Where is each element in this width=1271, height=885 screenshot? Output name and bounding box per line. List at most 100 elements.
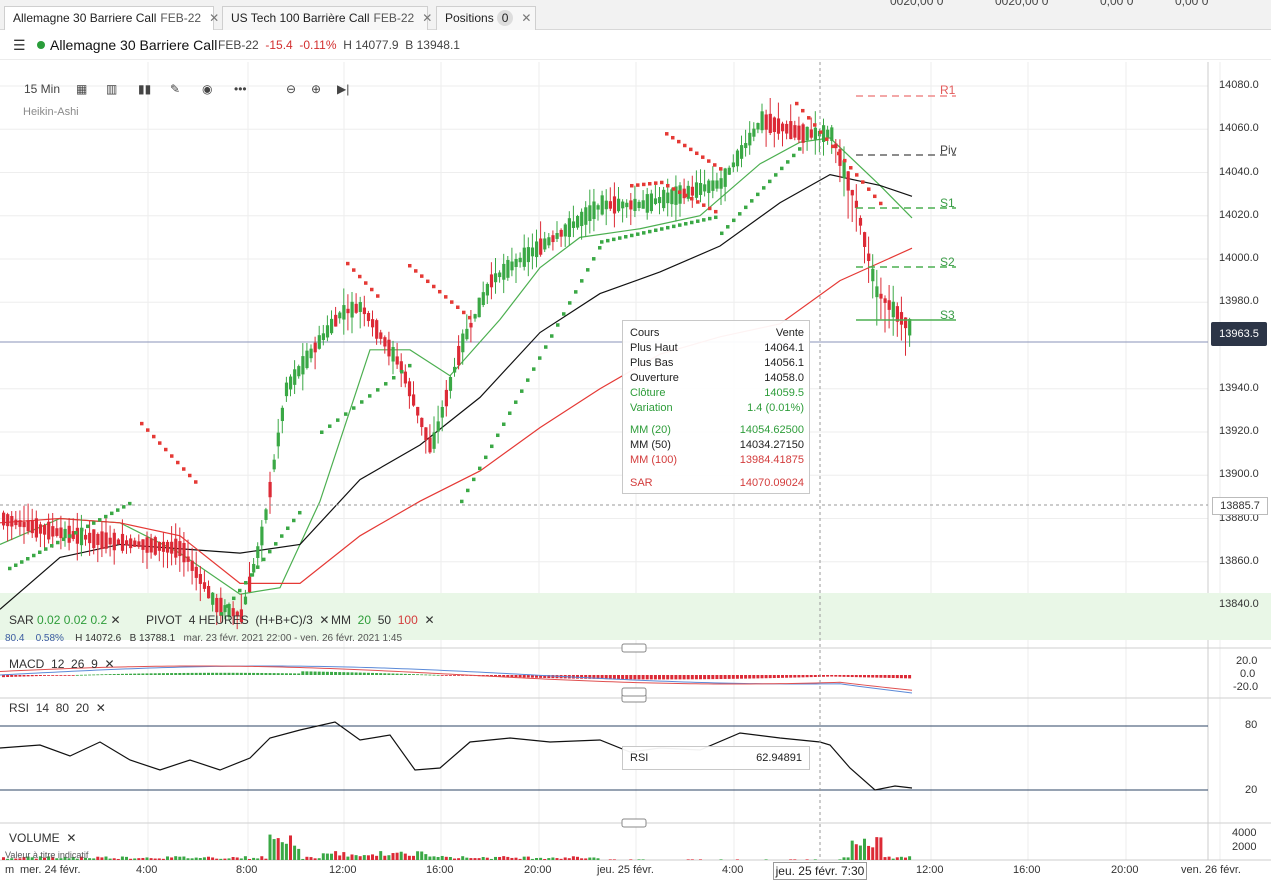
tooltip-value: 14056.1	[764, 357, 804, 369]
macd-histogram-bar	[354, 672, 358, 675]
candle-body	[694, 182, 699, 198]
candle-body	[559, 229, 563, 237]
close-icon[interactable]: ✕	[95, 701, 106, 715]
volume-bar	[506, 856, 510, 860]
close-icon[interactable]: ✕	[422, 11, 433, 25]
rsi-panel	[0, 721, 1208, 791]
macd-legend-label: MACD	[9, 657, 45, 671]
macd-histogram-bar	[14, 675, 18, 677]
candle-body	[301, 356, 305, 375]
tab-positions[interactable]: Positions 0 ✕	[436, 6, 536, 30]
macd-histogram-bar	[194, 672, 198, 675]
macd-histogram-bar	[51, 675, 55, 676]
calendar-icon[interactable]: ▦	[76, 82, 88, 96]
tab-title: Allemagne 30 Barriere Call	[13, 11, 157, 25]
macd-axis-label: 0.0	[1240, 668, 1256, 680]
rsi-legend[interactable]: RSI 14 80 20 ✕	[9, 701, 106, 715]
candle-body	[256, 546, 260, 559]
volume-bar	[272, 839, 276, 860]
volume-bar	[235, 857, 239, 860]
volume-bar	[116, 858, 120, 860]
chart-type-icon[interactable]: ▥	[106, 82, 118, 96]
sar-dot	[256, 565, 260, 569]
candle-body	[366, 313, 371, 322]
macd-histogram-bar	[838, 675, 842, 677]
sar-dot	[68, 534, 72, 538]
macd-histogram-bar	[612, 675, 616, 680]
volume-bar	[530, 858, 534, 860]
tab-title: Positions	[445, 11, 494, 25]
close-icon[interactable]: ✕	[110, 613, 121, 627]
indicators-icon[interactable]: ▮▮	[138, 82, 152, 96]
close-icon[interactable]: ✕	[209, 11, 220, 25]
tab-us-tech-100[interactable]: US Tech 100 Barrière Call FEB-22 ✕	[222, 6, 432, 30]
candle-body	[686, 185, 690, 199]
pivot-legend[interactable]: PIVOT 4 HEURES (H+B+C)/3 ✕	[146, 613, 329, 627]
macd-histogram-bar	[707, 675, 711, 680]
draw-pencil-icon[interactable]: ✎	[170, 82, 181, 96]
volume-bar	[67, 858, 71, 860]
volume-bar	[157, 858, 161, 860]
macd-signal-line	[0, 665, 913, 691]
candle-body	[690, 186, 694, 196]
time-axis-label: 16:00	[1013, 864, 1041, 876]
candle-body	[362, 307, 366, 315]
mm-param: 100	[397, 613, 418, 627]
close-icon[interactable]: ✕	[66, 831, 77, 845]
tooltip-value: 14034.27150	[739, 439, 804, 451]
macd-histogram-bar	[789, 675, 793, 678]
macd-histogram-bar	[666, 675, 670, 680]
volume-bar	[641, 859, 645, 860]
volume-bar	[863, 838, 866, 860]
macd-histogram-bar	[166, 673, 169, 675]
macd-histogram-bar	[539, 675, 543, 678]
volume-note: Valeur à titre indicatif	[5, 850, 89, 860]
interval-select[interactable]: 15 Min	[24, 82, 61, 96]
macd-histogram-bar	[362, 672, 366, 675]
macd-histogram-bar	[699, 675, 702, 680]
candle-body	[379, 332, 383, 339]
zoom-out-icon[interactable]: ⊖	[286, 82, 297, 96]
volume-legend[interactable]: VOLUME ✕	[9, 831, 76, 845]
close-icon[interactable]: ✕	[424, 613, 435, 627]
macd-legend[interactable]: MACD 12 26 9 ✕	[9, 657, 115, 671]
macd-axis-label: 20.0	[1236, 655, 1258, 667]
sar-dot	[556, 323, 560, 327]
sar-dot	[636, 232, 640, 236]
volume-bar	[268, 834, 272, 860]
market-open-dot	[37, 41, 45, 49]
volume-bar	[317, 858, 321, 860]
sar-dot	[807, 116, 811, 120]
mm-legend[interactable]: MM 20 50 100 ✕	[331, 613, 435, 627]
play-to-end-icon[interactable]: ▶|	[337, 82, 350, 96]
volume-bar	[510, 857, 514, 860]
volume-bar	[354, 855, 358, 860]
volume-bar	[145, 857, 149, 860]
candle-body	[887, 300, 891, 310]
candle-body	[325, 325, 330, 338]
zoom-in-icon[interactable]: ⊕	[311, 82, 322, 96]
tooltip-key: MM (20)	[630, 424, 671, 436]
close-icon[interactable]: ✕	[319, 613, 330, 627]
sar-dot	[879, 201, 883, 206]
volume-bar	[871, 847, 875, 860]
close-icon[interactable]: ✕	[521, 11, 532, 25]
candle-body	[280, 407, 284, 422]
volume-bar	[391, 853, 395, 860]
candle-body	[428, 437, 432, 453]
sar-legend[interactable]: SAR 0.02 0.02 0.2 ✕	[9, 613, 121, 627]
macd-histogram-bar	[428, 674, 432, 676]
close-icon[interactable]: ✕	[104, 657, 115, 671]
pivot-label-piv: Piv	[940, 143, 957, 157]
sar-dot	[672, 187, 676, 191]
candle-body	[494, 273, 498, 283]
tab-allemagne-30[interactable]: Allemagne 30 Barriere Call FEB-22 ✕	[4, 6, 219, 30]
eye-icon[interactable]: ◉	[202, 82, 213, 96]
macd-histogram-bar	[781, 675, 784, 678]
candle-body	[633, 198, 637, 212]
menu-icon[interactable]: ☰	[13, 37, 26, 53]
more-icon[interactable]: •••	[234, 82, 247, 96]
sar-dot	[695, 151, 699, 156]
price-axis-label: 14000.0	[1219, 252, 1259, 264]
